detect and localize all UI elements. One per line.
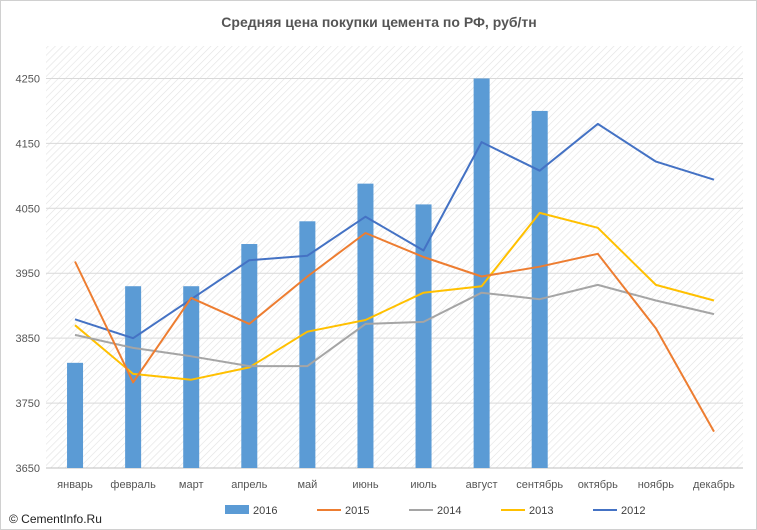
bar-2016-апрель xyxy=(241,244,258,468)
bar-2016-февраль xyxy=(125,286,142,468)
bar-series xyxy=(67,78,548,469)
line-series xyxy=(74,122,715,433)
bar-2016-май xyxy=(299,221,316,468)
x-tick-label: август xyxy=(466,479,498,491)
x-tick-label: март xyxy=(179,479,204,491)
x-tick-label: май xyxy=(297,479,317,491)
series-line-2012 xyxy=(74,122,715,340)
bar-2016-июнь xyxy=(357,183,374,469)
y-tick-label: 4150 xyxy=(16,138,40,150)
bar-2016-август xyxy=(473,78,490,468)
x-tick-label: июль xyxy=(410,479,437,491)
x-axis-ticks: январь февраль март апрель май июнь июль август… xyxy=(57,479,735,491)
bar-2016-март xyxy=(183,286,200,468)
y-tick-label: 3850 xyxy=(16,333,40,345)
x-tick-label: ноябрь xyxy=(638,479,675,491)
legend-label-2016: 2016 xyxy=(253,505,277,517)
x-tick-label: декабрь xyxy=(693,479,735,491)
chart-title: Средняя цена покупки цемента по РФ, руб/… xyxy=(221,14,536,30)
legend-label-2012: 2012 xyxy=(621,505,645,517)
x-tick-label: апрель xyxy=(231,479,267,491)
legend-label-2013: 2013 xyxy=(529,505,553,517)
grid-lines xyxy=(46,77,743,469)
legend: 2016 2015 2014 2013 2012 xyxy=(225,505,645,517)
y-tick-label: 4050 xyxy=(16,203,40,215)
legend-label-2015: 2015 xyxy=(345,505,369,517)
x-tick-label: октябрь xyxy=(578,479,618,491)
series-line-2014 xyxy=(74,283,715,368)
y-tick-label: 4250 xyxy=(16,73,40,85)
series-line-2015 xyxy=(74,232,715,433)
x-tick-label: январь xyxy=(57,479,93,491)
bar-2016-сентябрь xyxy=(531,110,548,468)
y-tick-label: 3950 xyxy=(16,268,40,280)
legend-label-2014: 2014 xyxy=(437,505,461,517)
bar-2016-январь xyxy=(67,362,84,468)
x-tick-label: июнь xyxy=(352,479,378,491)
x-tick-label: сентябрь xyxy=(516,479,563,491)
credit-text: © CementInfo.Ru xyxy=(9,512,102,526)
y-tick-label: 3750 xyxy=(16,398,40,410)
plot-area xyxy=(46,46,743,468)
series-line-2013 xyxy=(74,211,715,381)
bar-2016-июль xyxy=(415,204,432,469)
legend-swatch-2016 xyxy=(225,505,249,514)
x-tick-label: февраль xyxy=(110,479,156,491)
y-axis-ticks: 3650 3750 3850 3950 4050 4150 4250 xyxy=(16,73,40,475)
y-tick-label: 3650 xyxy=(16,463,40,475)
